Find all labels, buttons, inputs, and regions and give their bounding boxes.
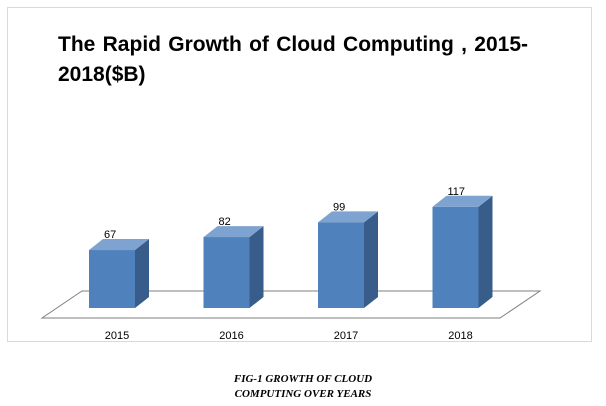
bar-side-2015 — [135, 239, 149, 308]
caption-line-1: FIG-1 GROWTH OF CLOUD — [233, 373, 373, 385]
bar-side-2017 — [364, 211, 378, 308]
bar-top-2017 — [318, 211, 378, 223]
bar-2016 — [203, 237, 250, 308]
bar-side-2016 — [249, 226, 264, 308]
bar-2018 — [432, 206, 479, 308]
bar-2017 — [318, 222, 364, 308]
bar-top-2016 — [203, 226, 264, 238]
bar-2015 — [89, 250, 135, 308]
x-tick-label-2017: 2017 — [334, 330, 358, 342]
data-label-2017: 99 — [333, 201, 345, 213]
x-tick-label-2018: 2018 — [448, 330, 472, 342]
chart-floor — [40, 290, 542, 319]
x-tick-label-2015: 2015 — [105, 330, 129, 342]
data-label-2016: 82 — [219, 216, 231, 228]
bar-side-2018 — [478, 195, 493, 308]
data-label-2015: 67 — [104, 229, 116, 241]
data-label-2018: 117 — [448, 186, 466, 198]
caption-line-2: COMPUTING OVER YEARS — [234, 388, 372, 400]
figure-caption: FIG-1 GROWTH OF CLOUD COMPUTING OVER YEA… — [0, 372, 606, 402]
bar-top-2015 — [89, 239, 149, 251]
x-tick-label-2016: 2016 — [219, 330, 243, 342]
chart-title: The Rapid Growth of Cloud Computing , 20… — [58, 33, 528, 86]
bar-top-2018 — [432, 195, 493, 207]
